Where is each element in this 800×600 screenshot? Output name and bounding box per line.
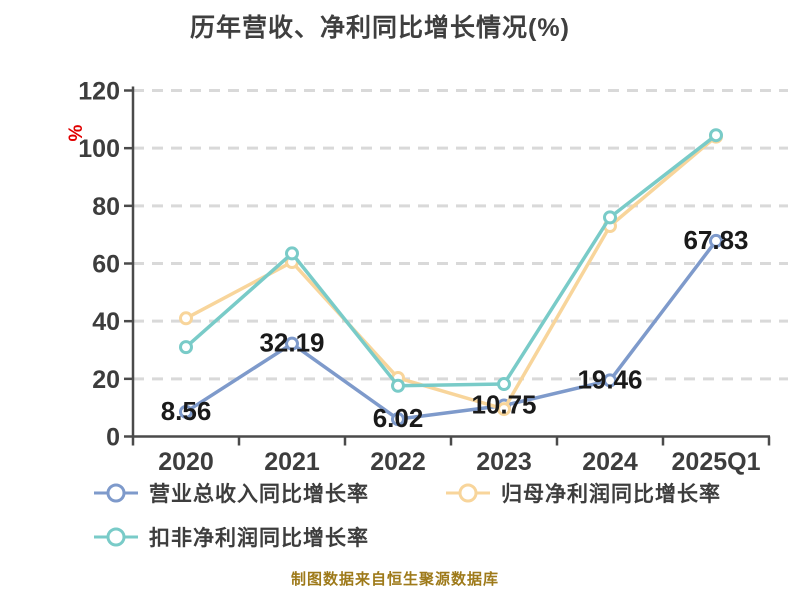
legend-item-series-2: 扣非净利润同比增长率 — [93, 522, 445, 552]
y-tick-label: 0 — [106, 424, 120, 452]
legend-label: 营业总收入同比增长率 — [149, 483, 369, 506]
line-chart: 0 20 40 60 80 100 120% 2020 2021 2022 2023 2024 2025… — [66, 78, 788, 476]
y-axis-unit-label: % — [66, 124, 87, 141]
y-tick-label: 40 — [92, 308, 120, 336]
series-0-marker — [179, 404, 193, 419]
series-2-line — [184, 133, 718, 388]
x-tick-label: 2023 — [476, 448, 532, 476]
series-0-marker — [391, 412, 405, 427]
y-tick-label: 80 — [92, 193, 120, 221]
legend-marker-icon — [94, 483, 138, 503]
legend-marker-icon — [94, 527, 138, 547]
data-label: 6.02 — [373, 403, 424, 433]
source-caption: 制图数据来自恒生聚源数据库 — [290, 571, 499, 588]
legend-item-series-0: 营业总收入同比增长率 — [93, 478, 445, 508]
x-tick-label: 2020 — [158, 448, 214, 476]
data-label: 19.46 — [577, 364, 642, 394]
x-tick-label: 2024 — [582, 448, 638, 476]
x-tick-label: 2025Q1 — [672, 448, 761, 476]
data-label: 8.56 — [161, 396, 212, 426]
series-2-marker — [497, 377, 511, 392]
series-1-marker — [497, 402, 511, 417]
series-0-marker — [285, 336, 299, 351]
y-tick-label: 20 — [92, 366, 120, 394]
y-tick-label: 100 — [78, 135, 120, 163]
data-label: 10.75 — [471, 390, 536, 420]
x-tick-label: 2021 — [264, 448, 320, 476]
series-0-marker — [709, 233, 723, 248]
x-tick-label: 2022 — [370, 448, 426, 476]
series-0-line — [184, 239, 718, 421]
series-1-marker — [179, 311, 193, 326]
series-2-marker — [391, 378, 405, 393]
y-tick-label: 60 — [92, 251, 120, 279]
series-2-marker — [603, 210, 617, 225]
series-2-marker — [179, 340, 193, 355]
legend-label: 扣非净利润同比增长率 — [149, 527, 369, 550]
series-2-marker — [285, 246, 299, 261]
data-label: 67.83 — [683, 225, 748, 255]
chart-title: 历年营收、净利同比增长情况(%) — [190, 14, 570, 42]
legend-label: 归母净利润同比增长率 — [501, 483, 721, 506]
series-2-marker — [709, 128, 723, 143]
series-0-marker — [603, 373, 617, 388]
legend-marker-icon — [446, 483, 490, 503]
data-label: 32.19 — [259, 328, 324, 358]
y-tick-label: 120 — [78, 78, 120, 106]
chart-legend: 营业总收入同比增长率 归母净利润同比增长率扣非净利润同比增长率 — [93, 478, 753, 552]
series-1-line — [184, 134, 718, 411]
legend-item-series-1: 归母净利润同比增长率 — [445, 478, 753, 508]
